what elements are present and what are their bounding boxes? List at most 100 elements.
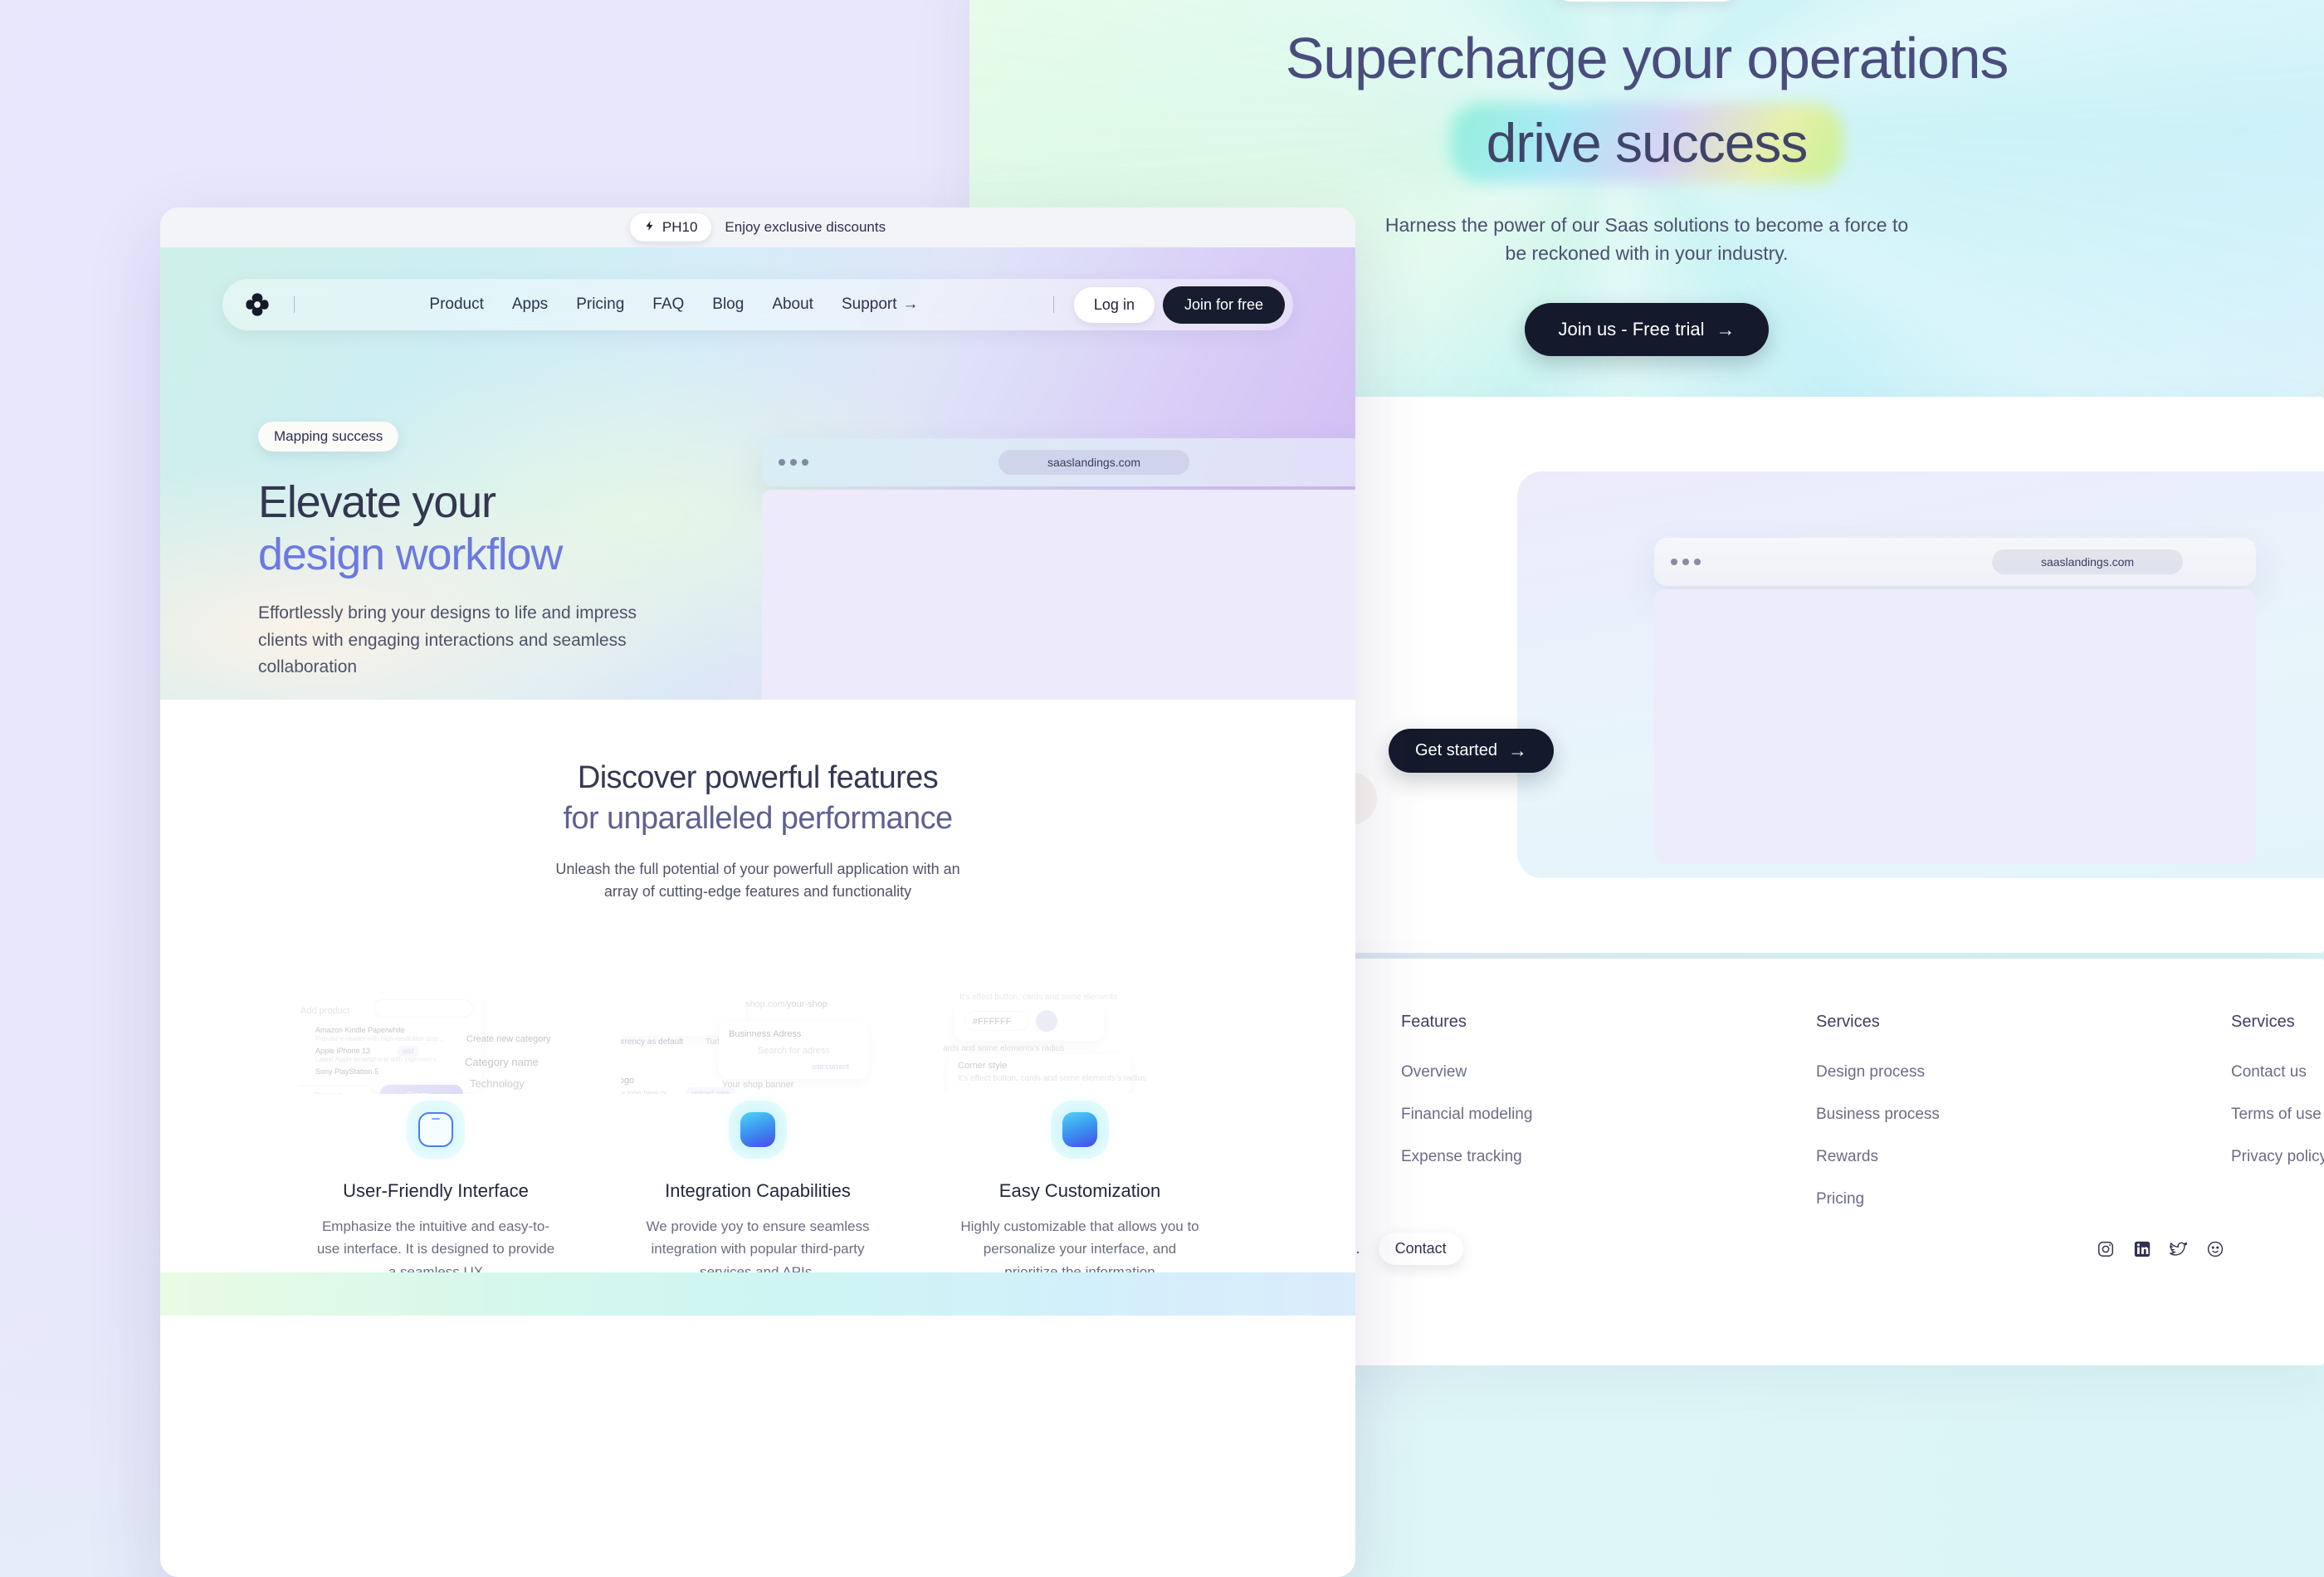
twitter-icon[interactable] (2170, 1240, 2188, 1258)
mock-screenshot-products: Add product Amazon Kindle Paperwhite Pop… (299, 986, 573, 1095)
mock-banner-label: Your shop banner (722, 1080, 794, 1091)
mock-shop-url-value: your-shop (787, 999, 828, 1010)
join-free-trial-label: Join us - Free trial (1558, 319, 1705, 340)
mock-item-name: Sony PlayStation 5 (315, 1067, 379, 1077)
nav-divider-2 (1052, 296, 1054, 313)
get-started-button[interactable]: Get started → (1389, 729, 1554, 773)
drive-success-highlight: drive success (1449, 102, 1844, 183)
footer-link[interactable]: Design process (1816, 1063, 1925, 1081)
arrow-right-icon: → (1716, 318, 1736, 340)
login-button[interactable]: Log in (1073, 286, 1155, 323)
footer-link[interactable]: Pricing (1816, 1190, 1865, 1208)
footer-column-title: Services (2231, 1013, 2295, 1031)
footer-link[interactable]: Privacy policy (2231, 1148, 2324, 1165)
hero-title: Elevate your design workflow (258, 476, 756, 580)
mock-address-title: Businness Adress (729, 1029, 802, 1040)
features-title-line1: Discover powerful features (577, 760, 939, 795)
nav-link-blog[interactable]: Blog (712, 295, 745, 313)
footer-link[interactable]: Contact us (2231, 1063, 2307, 1081)
linkedin-icon[interactable] (2133, 1240, 2151, 1258)
mock-address-placeholder: Search for adress (758, 1046, 830, 1057)
mock-logo-label: Your logo (621, 1076, 635, 1086)
browser-mockup-secondary: saaslandings.com (1654, 538, 2256, 586)
mock-upload-button[interactable]: upload new (686, 1087, 736, 1095)
get-started-wrap: Get started → (1389, 729, 1554, 773)
footer-link[interactable]: Overview (1401, 1063, 1467, 1081)
mock-effect-text: It's effect button, cards and some eleme… (959, 993, 1118, 1003)
mock-logo-hint: Drag your logo here or (621, 1089, 668, 1095)
nav-link-pricing[interactable]: Pricing (576, 295, 625, 313)
footer-column-features: Features Overview Financial modeling Exp… (1401, 1013, 1567, 1233)
mock-panel-address (719, 1021, 868, 1080)
ph10-badge[interactable]: PH10 (629, 213, 712, 242)
footer-link[interactable]: Financial modeling (1401, 1106, 1533, 1123)
nav-links: Product Apps Pricing FAQ Blog About Supp… (429, 295, 918, 314)
nav-link-apps[interactable]: Apps (511, 295, 549, 313)
mock-panel (621, 994, 745, 1037)
arrow-right-icon: → (902, 295, 919, 313)
nav-actions: Log in Join for free (1052, 286, 1285, 324)
mock-shop-url-prefix: shop.com/ (745, 999, 788, 1010)
mock-search-field[interactable] (374, 999, 473, 1018)
mock-previous-label: Previous (314, 1091, 343, 1094)
hero-lead: Effortlessly bring your designs to life … (258, 603, 637, 677)
footer-column-services-2: Services Contact us Terms of use Privacy… (2231, 1013, 2324, 1233)
supercharge-cta-wrap: Join us - Free trial → (969, 303, 2324, 357)
instagram-icon[interactable] (2097, 1240, 2115, 1258)
nav-link-faq[interactable]: FAQ (652, 295, 685, 313)
contact-button[interactable]: Contact (1378, 1233, 1463, 1265)
mock-currency-text: Local currency as default (621, 1038, 684, 1047)
footer-link[interactable]: Terms of use (2231, 1106, 2322, 1123)
features-title: Discover powerful features for unparalle… (160, 758, 1355, 838)
mock-corner-title: Corner style (958, 1061, 1008, 1072)
mock-color-value: #FFFFFF (973, 1017, 1012, 1028)
feature-card-customization: It's effect button, cards and some eleme… (943, 986, 1217, 1316)
footer-link[interactable]: Expense tracking (1401, 1148, 1522, 1165)
join-for-free-button[interactable]: Join for free (1162, 286, 1285, 324)
browser-mockup-primary: saaslandings.com (762, 438, 1355, 486)
mock-color-field[interactable] (964, 1011, 1029, 1032)
browser-url-field[interactable]: saaslandings.com (998, 450, 1189, 475)
mock-use-current[interactable]: use current (812, 1062, 850, 1072)
mock-add-button[interactable]: add (397, 1046, 420, 1057)
feature-card-user-friendly: Add product Amazon Kindle Paperwhite Pop… (299, 986, 573, 1316)
site-navbar: Product Apps Pricing FAQ Blog About Supp… (222, 279, 1293, 330)
hero-title-line1: Elevate your (258, 477, 496, 527)
gradient-footer-strip (160, 1272, 1355, 1316)
mock-create-label: Create (407, 1091, 429, 1094)
highlight-blob (1449, 102, 1844, 183)
supercharge-subtext: Harness the power of our Saas solutions … (1384, 213, 1909, 265)
mock-panel-corner (948, 1054, 1130, 1095)
mock-category-title: Create new category (466, 1034, 551, 1045)
footer-link[interactable]: Business process (1816, 1106, 1940, 1123)
nav-link-support[interactable]: Support → (842, 295, 919, 314)
app-tile-icon (740, 1112, 775, 1148)
mock-item-name: Amazon Kindle Paperwhite (315, 1026, 406, 1035)
mock-corner-desc: It's effect button, cards and some eleme… (958, 1074, 1147, 1084)
mock-label-add-product: Add product (300, 1006, 350, 1017)
footer-column-services-1: Services Design process Business process… (1816, 1013, 1982, 1233)
join-free-trial-button[interactable]: Join us - Free trial → (1525, 303, 1769, 357)
browser-toolbar: saaslandings.com (1654, 538, 2256, 586)
drive-success-text: drive success (1486, 111, 1809, 173)
feature-card-integration: Local currency as default Turkish lira(₺… (621, 986, 895, 1316)
mock-color-swatch[interactable] (1036, 1010, 1057, 1033)
features-title-line2: for unparalleled performance (563, 800, 953, 836)
browser-url-field[interactable]: saaslandings.com (1992, 549, 2183, 574)
nav-link-support-label: Support (841, 295, 897, 313)
mock-item-desc: Popular e-reader with high-resolution di… (315, 1035, 444, 1043)
feature-cards: Add product Amazon Kindle Paperwhite Pop… (160, 986, 1355, 1316)
footer-column-title: Features (1401, 1013, 1467, 1031)
mapping-success-chip: Mapping success (258, 422, 399, 452)
exclusive-community-badge: Exclusive community (1554, 0, 1740, 2)
nav-link-product[interactable]: Product (429, 295, 484, 313)
footer-link[interactable]: Rewards (1816, 1148, 1878, 1165)
clover-logo-icon[interactable] (241, 288, 274, 321)
mock-item-name: Apple iPhone 13 (315, 1047, 371, 1056)
hero-section: Product Apps Pricing FAQ Blog About Supp… (160, 247, 1355, 700)
smiley-icon[interactable] (2206, 1240, 2224, 1258)
mock-screenshot-shop-settings: Local currency as default Turkish lira(₺… (621, 986, 895, 1095)
mock-create-button[interactable] (380, 1085, 463, 1095)
main-browser-window: PH10 Enjoy exclusive discounts Product A… (160, 208, 1355, 1577)
nav-link-about[interactable]: About (772, 295, 813, 313)
